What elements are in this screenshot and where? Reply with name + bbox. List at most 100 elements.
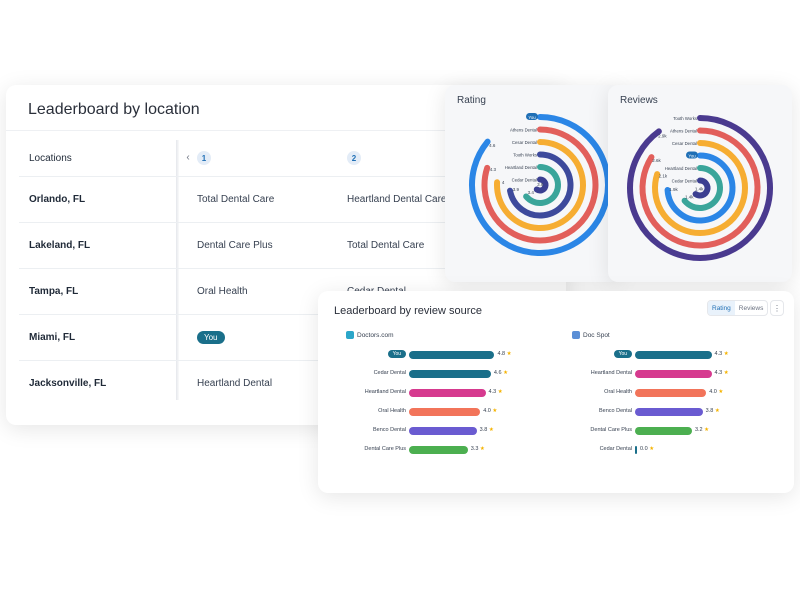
bar-value: 4.3 ★ — [488, 389, 503, 395]
bar-label: You — [562, 350, 632, 358]
radial-bar — [627, 115, 773, 261]
bar — [635, 408, 703, 416]
bar-value: 4.3 ★ — [714, 351, 729, 357]
toggle-reviews[interactable]: Reviews — [738, 304, 764, 312]
location-name: Jacksonville, FL — [29, 378, 107, 389]
bar-label: Cedar Dental — [599, 446, 632, 452]
source-column-doctors-com: Doctors.com You 4.8 ★ Cedar Dental 4.6 ★ Hear… — [336, 327, 556, 487]
bar-value: 4.0 ★ — [709, 389, 724, 395]
radial-label: You — [528, 115, 536, 120]
reviews-title: Reviews — [620, 95, 658, 106]
bar-value: 4.8 ★ — [497, 351, 512, 357]
toggle-rating[interactable]: Rating — [708, 301, 735, 315]
bar-value: 3.8 ★ — [705, 408, 720, 414]
radial-bar — [533, 176, 549, 194]
rank-1-cell: Oral Health — [197, 286, 248, 297]
source-label: Doctors.com — [357, 331, 394, 339]
rank-2-header: 2 — [347, 140, 361, 176]
table-row[interactable]: Orlando, FL Total Dental Care Heartland … — [19, 177, 559, 223]
rank-2-cell: Total Dental Care — [347, 240, 425, 251]
radial-label: Cesar Dental — [672, 141, 697, 146]
radial-bar — [639, 127, 761, 249]
radial-label: Tooth Works — [673, 116, 697, 121]
radial-bar — [507, 151, 574, 219]
radial-value: 3.9 — [513, 187, 520, 192]
table-row[interactable]: Jacksonville, FL Heartland Dental — [19, 361, 559, 406]
location-name: Orlando, FL — [29, 194, 86, 205]
more-options-icon[interactable]: ⋮ — [770, 300, 784, 316]
rank-1-cell: Dental Care Plus — [197, 240, 273, 251]
chevron-left-icon[interactable]: ‹ — [186, 151, 190, 163]
radial-label: Heartland Dental — [505, 165, 537, 170]
bar-label: Dental Care Plus — [590, 427, 632, 433]
radial-bar — [469, 114, 611, 256]
radial-value: 2.1k — [659, 173, 668, 178]
bar — [635, 351, 712, 359]
location-name: Miami, FL — [29, 332, 76, 343]
bar-row: Oral Health 4.0 ★ — [562, 387, 782, 399]
rank-1-cell: Heartland Dental — [197, 378, 273, 389]
radial-bar — [692, 177, 711, 199]
radial-value: 1.9k — [669, 187, 678, 192]
location-leaderboard-title: Leaderboard by location — [28, 101, 200, 118]
radial-value: 2.9k — [658, 134, 667, 139]
bar-value: 4.6 ★ — [493, 370, 508, 376]
bar-value: 4.0 ★ — [483, 408, 498, 414]
bar-row: Cedar Dental 4.6 ★ — [336, 368, 556, 380]
bar-value: 3.3 ★ — [470, 446, 485, 452]
table-row[interactable]: Lakeland, FL Dental Care Plus Total Dent… — [19, 223, 559, 269]
bar-row: You 4.3 ★ — [562, 349, 782, 361]
bar-row: You 4.8 ★ — [336, 349, 556, 361]
radial-label: Tooth Works — [513, 152, 537, 157]
bar-row: Cedar Dental 0.0 ★ — [562, 444, 782, 456]
rank-2-cell: Heartland Dental Care — [347, 194, 447, 205]
bar-row: Dental Care Plus 3.2 ★ — [562, 425, 782, 437]
rating-card: Rating You 4.6 Athens Dental 4.3 Cesar Denta… — [445, 85, 620, 282]
bar — [409, 351, 495, 359]
rank-1-cell: You — [197, 315, 225, 360]
you-badge: You — [613, 350, 632, 358]
reviews-card: Reviews Tooth Works 2.9k Athens Dental 2.6k… — [608, 85, 792, 282]
bar — [635, 446, 637, 454]
metric-toggle: Rating Reviews — [707, 300, 769, 316]
bar-label: Heartland Dental — [364, 389, 406, 395]
bar — [409, 446, 468, 454]
bar-label: Dental Care Plus — [364, 446, 406, 452]
review-source-title: Leaderboard by review source — [334, 305, 482, 317]
radial-bar — [481, 126, 599, 244]
bar — [635, 370, 712, 378]
bar — [409, 389, 486, 397]
bar-value: 3.8 ★ — [479, 427, 494, 433]
bar-label: You — [336, 350, 406, 358]
radial-bar — [664, 152, 736, 224]
bar-label: Heartland Dental — [590, 370, 632, 376]
bar — [635, 427, 692, 435]
bar-value: 0.0 ★ — [640, 446, 655, 452]
radial-value: 4 — [502, 180, 505, 185]
rank-1-header: 1 — [197, 140, 211, 176]
radial-value: 3.4 — [528, 190, 535, 195]
radial-value: 4.3 — [490, 167, 497, 172]
bar-value: 3.2 ★ — [694, 427, 710, 433]
bar — [409, 370, 491, 378]
bar-row: Dental Care Plus 3.3 ★ — [336, 444, 556, 456]
location-table: Locations ‹ 1 2 Orlando, FL Total Dental… — [19, 140, 559, 406]
radial-value: 1.4k — [695, 187, 704, 192]
radial-value: 1.4k — [685, 194, 694, 199]
rank-1-cell: Total Dental Care — [197, 194, 275, 205]
you-badge: You — [197, 331, 225, 344]
you-badge: You — [387, 350, 406, 358]
bar-label: Benco Dental — [372, 427, 406, 433]
rating-radial-chart: You 4.6 Athens Dental 4.3 Cesar Dental 4 Tooth… — [469, 113, 611, 256]
bar-label: Oral Health — [378, 408, 406, 414]
doc-spot-icon — [572, 331, 580, 339]
bar-row: Benco Dental 3.8 ★ — [562, 406, 782, 418]
you-badge — [686, 151, 698, 159]
column-divider — [176, 140, 179, 400]
table-row[interactable]: Miami, FL You — [19, 315, 559, 361]
source-name: Doctors.com — [346, 331, 393, 339]
radial-value: 4.6 — [489, 143, 496, 148]
radial-label: Cesar Dental — [512, 140, 537, 145]
you-badge — [526, 113, 538, 120]
bar-label: Oral Health — [604, 389, 632, 395]
